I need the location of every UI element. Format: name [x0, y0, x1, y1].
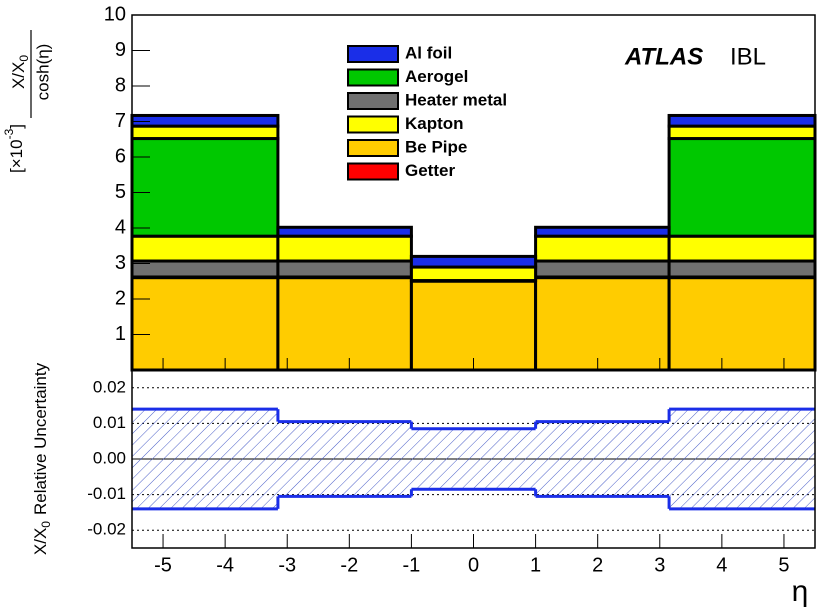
ratio-y-tick-label: -0.02 — [87, 520, 126, 539]
x-tick-label: -4 — [216, 554, 234, 576]
uncertainty-band — [277, 421, 412, 497]
legend-swatch — [347, 45, 399, 63]
y-tick-label: 3 — [115, 252, 126, 274]
segment — [667, 234, 817, 263]
y-label-unit: [×10 — [7, 139, 26, 173]
y-tick-label: 2 — [115, 287, 126, 309]
legend-label: Be Pipe — [405, 137, 467, 156]
legend-swatch — [347, 92, 399, 110]
y-tick-label: 7 — [115, 110, 126, 132]
segment — [534, 234, 671, 263]
ratio-y-tick-label: 0.01 — [93, 413, 126, 432]
segment — [534, 276, 671, 372]
y-tick-label: 6 — [115, 145, 126, 167]
segment — [409, 265, 538, 283]
y-tick-label: 5 — [115, 181, 126, 203]
segment — [130, 124, 280, 141]
y-label: X/X0 cosh(η) [×10-3] — [2, 30, 52, 173]
segment — [130, 137, 280, 238]
segment — [534, 259, 671, 279]
legend-label: Aerogel — [405, 67, 468, 86]
y-tick-label: 1 — [115, 323, 126, 345]
ratio-y-label-main: X/X — [31, 528, 50, 555]
x-label: η — [792, 575, 809, 608]
y-tick-label: 10 — [104, 3, 126, 25]
y-label-num: X/X — [9, 62, 28, 89]
segment — [667, 276, 817, 372]
ratio-y-tick-label: 0.00 — [93, 448, 126, 467]
segment — [276, 276, 413, 372]
legend-label: Kapton — [405, 114, 464, 133]
x-tick-label: 4 — [716, 554, 727, 576]
x-tick-label: 3 — [654, 554, 665, 576]
y-label-exp: -3 — [2, 128, 16, 139]
y-label-close: ] — [7, 124, 26, 129]
legend-swatch — [347, 115, 399, 134]
svg-text:X/X0Relative Uncertainty: X/X0 Relative Uncertainty — [31, 362, 53, 555]
uncertainty-band — [132, 409, 278, 509]
x-tick-label: 1 — [530, 554, 541, 576]
x-tick-label: -2 — [340, 554, 358, 576]
y-label-sub: 0 — [17, 55, 31, 62]
svg-text:[×10-3]: [×10-3] — [2, 124, 26, 173]
legend-label: Al foil — [405, 43, 452, 62]
y-label-den: cosh(η) — [33, 44, 52, 101]
uncertainty-band — [411, 428, 536, 490]
frame — [131, 369, 816, 549]
legend-label: Getter — [405, 161, 455, 180]
x-tick-label: -3 — [278, 554, 296, 576]
segment — [276, 225, 413, 238]
uncertainty-band — [535, 421, 670, 497]
segment — [667, 113, 817, 128]
segment — [130, 234, 280, 263]
segment — [409, 279, 538, 372]
x-tick-label: -5 — [154, 554, 172, 576]
x-tick-label: 2 — [592, 554, 603, 576]
legend-label: Heater metal — [405, 90, 507, 109]
segment — [276, 259, 413, 279]
legend-swatch — [347, 68, 399, 87]
annotation: IBL — [730, 43, 766, 70]
svg-text:X/X0: X/X0 — [9, 55, 31, 89]
x-tick-label: 0 — [468, 554, 479, 576]
x-tick-label: -1 — [403, 554, 421, 576]
segment — [130, 276, 280, 372]
segment — [130, 113, 280, 128]
segment — [667, 124, 817, 141]
uncertainty-band — [669, 409, 815, 509]
segment — [409, 254, 538, 269]
y-tick-label: 8 — [115, 74, 126, 96]
legend-swatch — [347, 139, 399, 157]
segment — [667, 259, 817, 279]
segment — [276, 234, 413, 263]
annotation-bold: ATLAS — [624, 43, 703, 70]
y-tick-label: 4 — [115, 216, 126, 238]
ratio-y-label-rest: Relative Uncertainty — [31, 362, 50, 515]
legend-swatch — [347, 162, 399, 181]
segment — [130, 259, 280, 279]
segment — [534, 225, 671, 238]
x-tick-label: 5 — [778, 554, 789, 576]
ratio-y-label-sub: 0 — [39, 521, 53, 528]
ratio-y-label: X/X0 Relative Uncertainty — [31, 362, 53, 555]
ratio-y-tick-label: -0.01 — [87, 484, 126, 503]
segment — [667, 137, 817, 238]
y-tick-label: 9 — [115, 39, 126, 61]
ratio-y-tick-label: 0.02 — [93, 377, 126, 396]
